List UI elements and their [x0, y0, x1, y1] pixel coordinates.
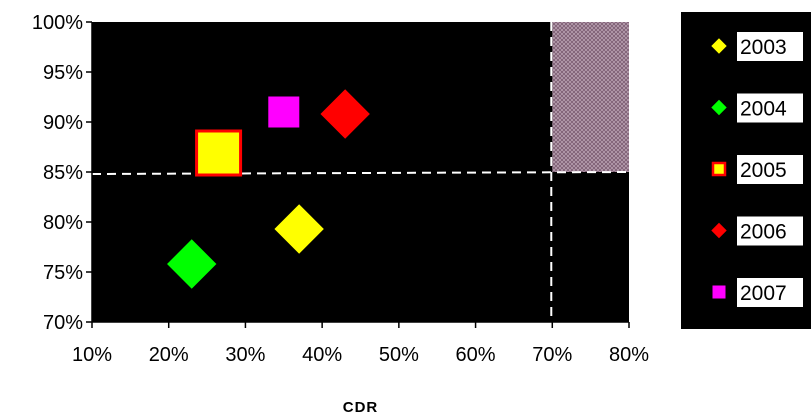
legend-label-2006: 2006 — [740, 221, 787, 244]
x-tick-label: 30% — [225, 344, 265, 366]
y-tick-label: 75% — [43, 262, 83, 284]
y-tick-label: 95% — [43, 62, 83, 84]
x-ticks: 10% 20% 30% 40% 50% 60% 70% 80% — [72, 322, 649, 366]
legend-label-2007: 2007 — [740, 282, 787, 305]
legend-label-2003: 2003 — [740, 36, 787, 59]
legend-marker-2003 — [711, 38, 727, 54]
x-tick-label: 40% — [302, 344, 342, 366]
x-tick-label: 80% — [609, 344, 649, 366]
legend-marker-2007 — [712, 285, 726, 299]
legend-label-bg — [737, 278, 803, 307]
data-point-2006 — [320, 89, 370, 139]
y-ticks: 70% 75% 80% 85% 90% 95% 100% — [32, 12, 92, 334]
y-tick-label: 90% — [43, 112, 83, 134]
legend-marker-2004 — [711, 99, 727, 116]
y-tick-label: 80% — [43, 212, 83, 234]
x-tick-label: 60% — [456, 344, 496, 366]
x-tick-label: 10% — [72, 344, 112, 366]
legend-label-bg — [737, 32, 803, 61]
legend-label-2004: 2004 — [740, 98, 787, 121]
x-tick-label: 20% — [149, 344, 189, 366]
data-point-2005 — [195, 129, 243, 177]
legend-label-bg — [737, 216, 803, 246]
y-tick-label: 85% — [43, 162, 83, 184]
target-region — [552, 22, 629, 172]
legend-label-bg — [737, 155, 803, 184]
data-point-2004 — [167, 239, 217, 289]
legend-marker-2006 — [711, 222, 727, 239]
x-tick-label: 50% — [379, 344, 419, 366]
legend-label-2005: 2005 — [740, 159, 787, 182]
legend-label-bg — [737, 93, 803, 123]
data-points — [167, 89, 370, 289]
y-tick-label: 70% — [43, 312, 83, 334]
data-point-2003 — [274, 204, 324, 254]
data-point-2007 — [268, 96, 300, 128]
x-tick-label: 70% — [532, 344, 572, 366]
legend: 2003 2004 2005 2006 2007 — [681, 12, 811, 329]
legend-marker-2005 — [711, 161, 727, 177]
plot-area — [91, 22, 630, 322]
y-tick-label: 100% — [32, 12, 83, 34]
x-axis-label: CDR — [343, 399, 379, 416]
